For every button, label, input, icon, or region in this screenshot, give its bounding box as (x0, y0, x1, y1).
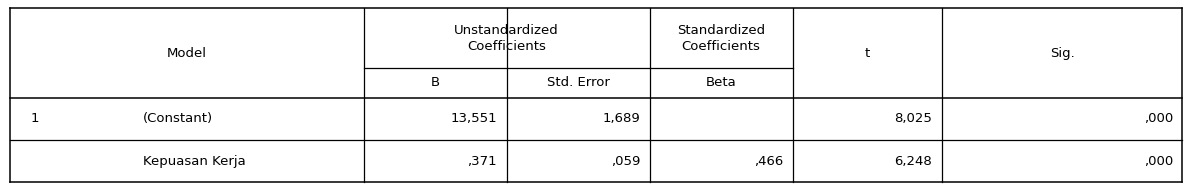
Text: (Constant): (Constant) (143, 112, 213, 125)
Text: ,371: ,371 (467, 155, 497, 168)
Text: Model: Model (167, 47, 206, 60)
Text: Std. Error: Std. Error (547, 76, 609, 89)
Text: 8,025: 8,025 (894, 112, 932, 125)
Text: Standardized
Coefficients: Standardized Coefficients (677, 24, 765, 53)
Text: 1,689: 1,689 (602, 112, 640, 125)
Text: B: B (430, 76, 440, 89)
Text: ,059: ,059 (610, 155, 640, 168)
Text: 6,248: 6,248 (894, 155, 932, 168)
Text: ,000: ,000 (1143, 112, 1173, 125)
Text: ,000: ,000 (1143, 155, 1173, 168)
Text: t: t (864, 47, 870, 60)
Text: Beta: Beta (706, 76, 737, 89)
Text: 13,551: 13,551 (451, 112, 497, 125)
Text: 1: 1 (31, 112, 39, 125)
Text: Unstandardized
Coefficients: Unstandardized Coefficients (454, 24, 559, 53)
Text: ,466: ,466 (753, 155, 783, 168)
Text: Sig.: Sig. (1050, 47, 1074, 60)
Text: Kepuasan Kerja: Kepuasan Kerja (143, 155, 246, 168)
